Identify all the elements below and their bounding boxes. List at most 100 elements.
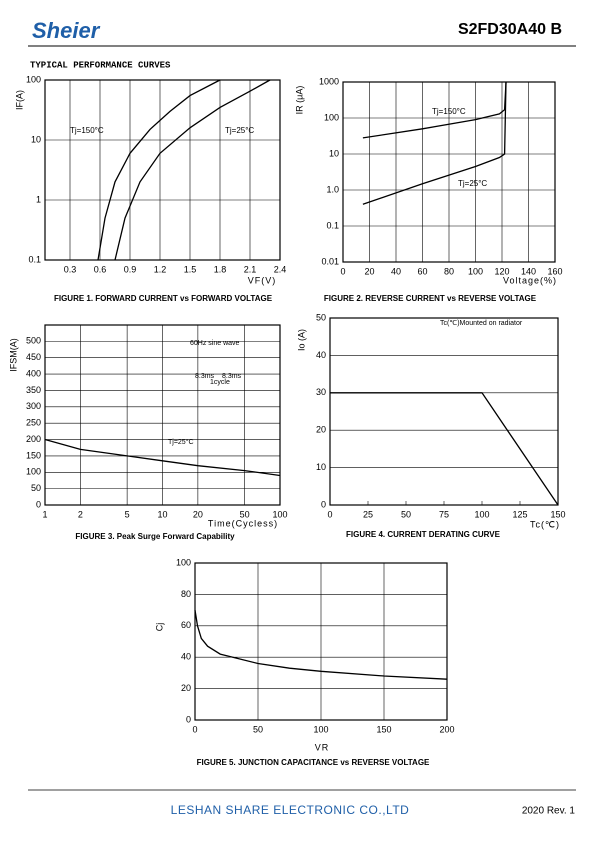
y-tick-label: 0.1	[326, 220, 339, 230]
section-title: TYPICAL PERFORMANCE CURVES	[30, 60, 171, 70]
x-tick-label: 75	[439, 509, 449, 519]
y-axis-label: Cj	[154, 623, 164, 632]
y-tick-label: 10	[31, 134, 41, 144]
x-axis-label: VR	[315, 742, 330, 752]
x-tick-label: 80	[444, 266, 454, 276]
y-tick-label: 80	[181, 589, 191, 599]
x-tick-label: 140	[521, 266, 536, 276]
series-line	[330, 392, 559, 506]
x-tick-label: 50	[240, 509, 250, 519]
y-tick-label: 500	[26, 336, 41, 346]
annotation: 60Hz sine wave	[190, 340, 240, 347]
series-line	[362, 81, 507, 205]
y-tick-label: 10	[329, 148, 339, 158]
y-axis-label: IFSM(A)	[8, 338, 18, 372]
y-tick-label: 350	[26, 385, 41, 395]
x-tick-label: 150	[550, 509, 565, 519]
x-axis-label: Time(Cycless)	[208, 518, 278, 528]
y-tick-label: 40	[181, 652, 191, 662]
y-tick-label: 150	[26, 450, 41, 460]
series-label: Tj=25°C	[225, 126, 254, 135]
x-tick-label: 20	[364, 266, 374, 276]
x-tick-label: 0.3	[64, 264, 77, 274]
x-tick-label: 0.6	[94, 264, 107, 274]
y-tick-label: 100	[176, 557, 191, 567]
series-line	[194, 609, 448, 680]
x-tick-label: 10	[157, 509, 167, 519]
x-axis-label: Tc(℃)	[530, 519, 560, 529]
x-tick-label: 2.4	[274, 264, 287, 274]
x-tick-label: 200	[439, 724, 454, 734]
y-axis-label: IF(A)	[14, 90, 24, 110]
x-tick-label: 20	[193, 509, 203, 519]
x-tick-label: 0	[327, 509, 332, 519]
series-line	[44, 438, 281, 477]
x-tick-label: 160	[547, 266, 562, 276]
y-tick-label: 1000	[319, 76, 339, 86]
x-tick-label: 120	[494, 266, 509, 276]
x-tick-label: 100	[474, 509, 489, 519]
y-tick-label: 300	[26, 401, 41, 411]
y-tick-label: 0	[321, 499, 326, 509]
plot-area	[44, 79, 281, 261]
y-tick-label: 1.0	[326, 184, 339, 194]
x-tick-label: 100	[313, 724, 328, 734]
x-tick-label: 40	[391, 266, 401, 276]
chart-title: FIGURE 3. Peak Surge Forward Capability	[75, 532, 235, 541]
x-tick-label: 2	[78, 509, 83, 519]
x-tick-label: 2.1	[244, 264, 257, 274]
chart-title: FIGURE 2. REVERSE CURRENT vs REVERSE VOL…	[324, 294, 537, 303]
x-axis-label: VF(V)	[248, 275, 277, 285]
y-axis-label: Io (A)	[296, 329, 306, 351]
x-tick-label: 5	[125, 509, 130, 519]
x-tick-label: 25	[363, 509, 373, 519]
annotation: Tj=25°C	[168, 438, 194, 446]
y-tick-label: 20	[181, 683, 191, 693]
x-tick-label: 1	[42, 509, 47, 519]
y-tick-label: 450	[26, 352, 41, 362]
x-tick-label: 100	[272, 509, 287, 519]
part-number: S2FD30A40 B	[458, 21, 562, 38]
y-tick-label: 100	[26, 467, 41, 477]
series-line	[362, 81, 507, 139]
series-line	[114, 79, 271, 261]
chart-title: FIGURE 4. CURRENT DERATING CURVE	[346, 530, 501, 539]
x-tick-label: 0	[192, 724, 197, 734]
y-tick-label: 50	[31, 483, 41, 493]
plot-area	[329, 317, 559, 506]
y-tick-label: 30	[316, 387, 326, 397]
y-tick-label: 20	[316, 425, 326, 435]
x-tick-label: 150	[376, 724, 391, 734]
y-tick-label: 40	[316, 350, 326, 360]
x-tick-label: 0	[340, 266, 345, 276]
series-line	[97, 79, 221, 261]
chart-title: FIGURE 5. JUNCTION CAPACITANCE vs REVERS…	[197, 758, 430, 767]
y-tick-label: 200	[26, 434, 41, 444]
y-tick-label: 10	[316, 462, 326, 472]
y-tick-label: 1	[36, 194, 41, 204]
y-tick-label: 100	[324, 112, 339, 122]
y-tick-label: 0	[36, 499, 41, 509]
y-tick-label: 0.1	[28, 254, 41, 264]
series-label: Tj=150°C	[432, 107, 466, 116]
y-tick-label: 60	[181, 620, 191, 630]
x-tick-label: 0.9	[124, 264, 137, 274]
y-tick-label: 0.01	[321, 256, 339, 266]
x-tick-label: 1.5	[184, 264, 197, 274]
chart-title: FIGURE 1. FORWARD CURRENT vs FORWARD VOL…	[54, 294, 273, 303]
series-label: Tj=150°C	[70, 126, 104, 135]
x-tick-label: 125	[512, 509, 527, 519]
y-tick-label: 400	[26, 368, 41, 378]
x-tick-label: 50	[253, 724, 263, 734]
y-axis-label: IR (μA)	[294, 86, 304, 115]
x-axis-label: Voltage(%)	[503, 275, 557, 285]
annotation: Tc(℃)Mounted on radiator	[440, 320, 523, 327]
x-tick-label: 1.8	[214, 264, 227, 274]
y-tick-label: 100	[26, 74, 41, 84]
x-tick-label: 50	[401, 509, 411, 519]
y-tick-label: 0	[186, 714, 191, 724]
y-tick-label: 250	[26, 418, 41, 428]
annotation: 1cycle	[210, 379, 230, 386]
company: LESHAN SHARE ELECTRONIC CO.,LTD	[171, 803, 410, 817]
x-tick-label: 60	[417, 266, 427, 276]
